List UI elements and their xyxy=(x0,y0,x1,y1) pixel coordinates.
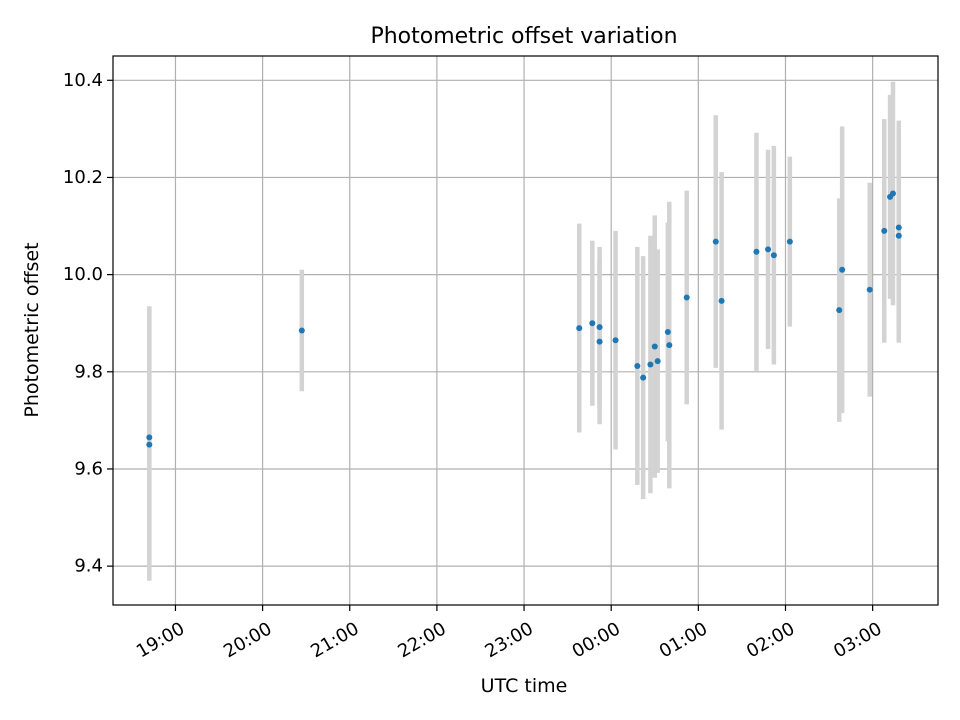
data-point xyxy=(881,227,888,234)
data-point xyxy=(836,307,843,314)
data-point xyxy=(895,232,902,239)
y-tick-label: 10.0 xyxy=(63,264,103,285)
y-axis-label: Photometric offset xyxy=(21,242,43,417)
data-point xyxy=(683,294,690,301)
data-point xyxy=(651,343,658,350)
data-point xyxy=(895,224,902,231)
data-point xyxy=(753,248,760,255)
chart-title: Photometric offset variation xyxy=(370,24,677,49)
y-tick-label: 9.4 xyxy=(74,556,103,577)
plot-frame xyxy=(112,55,939,606)
data-point xyxy=(839,266,846,273)
data-point xyxy=(640,374,647,381)
data-point xyxy=(576,325,583,332)
data-point xyxy=(765,246,772,253)
data-point xyxy=(589,320,596,327)
data-point xyxy=(786,238,793,245)
x-axis-label: UTC time xyxy=(481,675,568,697)
data-point xyxy=(596,324,603,331)
data-points xyxy=(146,190,902,448)
data-point xyxy=(664,328,671,335)
data-point xyxy=(712,238,719,245)
y-tick-label: 9.6 xyxy=(74,458,103,479)
data-point xyxy=(718,297,725,304)
data-point xyxy=(146,434,153,441)
y-tick-label: 9.8 xyxy=(74,361,103,382)
data-point xyxy=(298,327,305,334)
data-point xyxy=(889,190,896,197)
data-point xyxy=(146,441,153,448)
data-point xyxy=(596,338,603,345)
data-point xyxy=(770,252,777,259)
data-point xyxy=(866,286,873,293)
data-point xyxy=(634,362,641,369)
data-point xyxy=(612,337,619,344)
y-tick-label: 10.4 xyxy=(63,70,103,91)
data-point xyxy=(654,358,661,365)
data-point xyxy=(647,361,654,368)
data-point xyxy=(666,342,673,349)
grid-lines xyxy=(113,56,938,605)
y-tick-label: 10.2 xyxy=(63,167,103,188)
